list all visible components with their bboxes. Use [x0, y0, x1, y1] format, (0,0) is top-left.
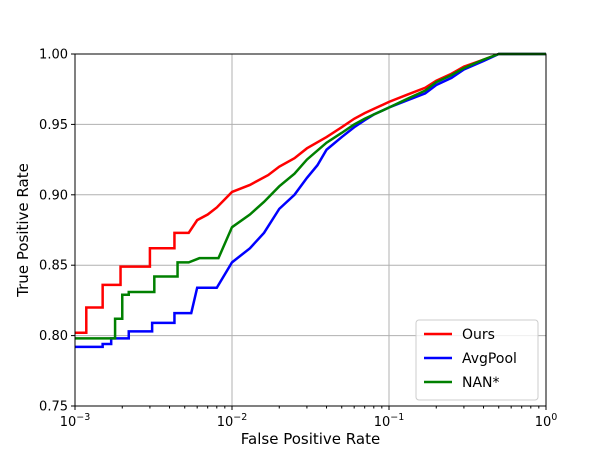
y-tick-label: 0.95 [39, 118, 68, 133]
x-tick-label: 10−2 [217, 412, 248, 430]
y-tick-label: 0.85 [39, 259, 68, 274]
y-tick-label: 0.75 [39, 400, 68, 415]
x-tick-label: 100 [535, 412, 558, 430]
x-axis-title: False Positive Rate [241, 430, 380, 448]
axis-ticks: 0.75 0.80 0.85 0.90 0.95 1.00 10−3 10−2 10−1 100 [39, 48, 557, 431]
x-tick-label: 10−3 [60, 412, 91, 430]
plot-frame [74, 53, 547, 407]
y-axis-title: True Positive Rate [14, 163, 32, 298]
y-tick-label: 1.00 [39, 48, 68, 63]
legend-label: AvgPool [462, 351, 517, 367]
x-tick-label: 10−1 [374, 412, 405, 430]
y-tick-label: 0.90 [39, 188, 68, 203]
series-line [75, 52, 546, 335]
y-tick-label: 0.80 [39, 329, 68, 344]
series-line [75, 52, 546, 340]
legend-label: Ours [462, 327, 495, 343]
legend: Ours AvgPool NAN* [415, 319, 539, 401]
series-lines [75, 52, 546, 349]
legend-label: NAN* [462, 375, 500, 391]
legend-box [415, 319, 539, 401]
series-line [75, 52, 546, 349]
